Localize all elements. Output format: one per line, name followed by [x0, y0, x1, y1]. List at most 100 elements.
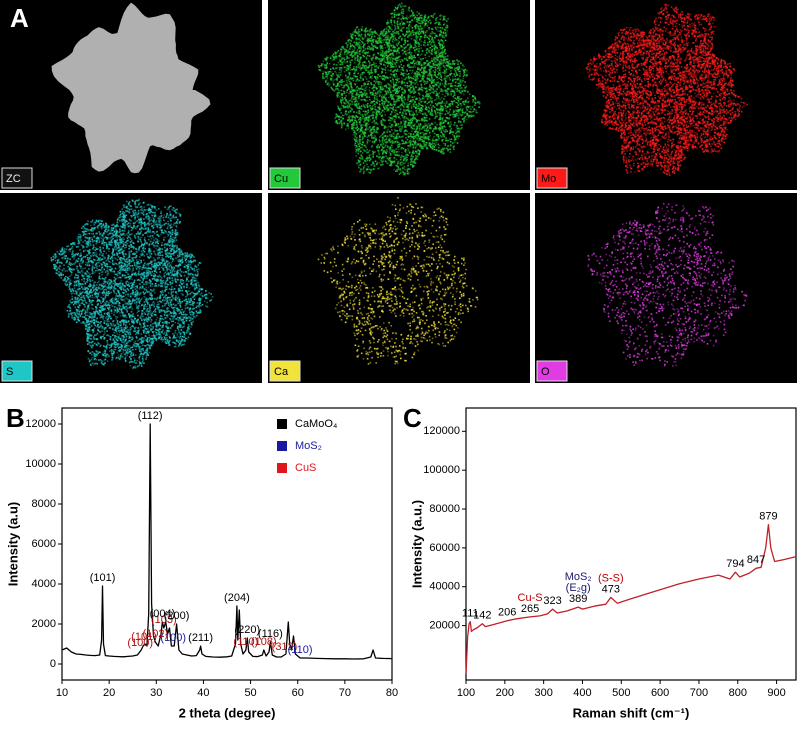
- map-speckle: [424, 136, 427, 138]
- map-speckle: [397, 148, 400, 151]
- map-speckle: [442, 34, 445, 37]
- map-speckle: [379, 120, 382, 123]
- map-speckle: [350, 96, 353, 99]
- map-speckle: [412, 147, 415, 149]
- map-speckle: [356, 38, 359, 40]
- map-speckle: [401, 49, 404, 52]
- map-tile: Cu: [268, 0, 530, 190]
- map-speckle: [381, 85, 384, 88]
- map-speckle: [405, 30, 408, 33]
- map-speckle: [404, 121, 407, 124]
- map-speckle: [382, 78, 384, 80]
- map-speckle: [387, 109, 389, 111]
- map-speckle: [410, 32, 412, 35]
- map-speckle: [408, 77, 411, 80]
- map-speckle: [343, 53, 346, 55]
- map-speckle: [458, 128, 461, 131]
- map-speckle: [404, 40, 406, 42]
- map-speckle: [397, 106, 400, 108]
- map-speckle: [373, 119, 375, 122]
- map-speckle: [701, 33, 703, 36]
- map-speckle: [395, 107, 397, 109]
- map-speckle: [415, 156, 418, 159]
- map-speckle: [434, 117, 436, 119]
- map-speckle: [454, 67, 456, 70]
- map-speckle: [384, 61, 387, 63]
- map-speckle: [664, 94, 667, 97]
- map-speckle: [440, 121, 443, 123]
- map-speckle: [407, 119, 410, 121]
- map-speckle: [461, 110, 464, 112]
- map-speckle: [671, 95, 674, 98]
- map-speckle: [349, 64, 352, 66]
- map-speckle: [473, 114, 475, 117]
- map-speckle: [383, 39, 385, 41]
- map-speckle: [445, 80, 447, 82]
- map-speckle: [371, 145, 373, 147]
- map-speckle: [361, 72, 364, 74]
- map-speckle: [355, 31, 358, 33]
- map-speckle: [438, 49, 441, 51]
- map-speckle: [690, 50, 693, 52]
- map-speckle: [398, 135, 400, 137]
- map-speckle: [431, 36, 433, 38]
- map-speckle: [409, 90, 412, 93]
- map-speckle: [386, 162, 388, 164]
- map-speckle: [408, 135, 410, 138]
- map-speckle: [373, 84, 375, 86]
- map-speckle: [369, 168, 371, 171]
- map-speckle: [447, 92, 449, 94]
- map-speckle: [381, 153, 384, 155]
- map-speckle: [421, 140, 424, 142]
- map-speckle: [360, 133, 362, 136]
- map-speckle: [387, 119, 390, 121]
- map-speckle: [396, 98, 398, 101]
- map-speckle: [336, 94, 339, 96]
- map-speckle: [360, 154, 362, 156]
- map-speckle: [385, 36, 388, 39]
- map-speckle: [340, 93, 343, 95]
- map-speckle: [393, 124, 395, 127]
- map-speckle: [395, 81, 398, 84]
- map-speckle: [371, 31, 374, 33]
- map-speckle: [386, 23, 388, 26]
- map-speckle: [411, 56, 414, 59]
- map-speckle: [374, 76, 376, 78]
- map-speckle: [358, 148, 360, 151]
- map-speckle: [389, 88, 391, 90]
- map-speckle: [455, 112, 458, 115]
- map-speckle: [440, 148, 442, 151]
- map-speckle: [362, 77, 364, 80]
- map-speckle: [416, 30, 419, 33]
- map-speckle: [392, 115, 395, 118]
- map-speckle: [670, 119, 672, 122]
- map-speckle: [360, 127, 363, 129]
- map-speckle: [420, 32, 422, 34]
- map-speckle: [411, 114, 413, 116]
- map-speckle: [420, 47, 422, 49]
- map-speckle: [459, 127, 462, 130]
- map-speckle: [451, 82, 453, 84]
- map-speckle: [434, 139, 436, 142]
- map-speckle: [357, 103, 360, 106]
- map-speckle: [436, 104, 439, 107]
- map-speckle: [375, 118, 378, 120]
- map-speckle: [420, 80, 422, 82]
- map-speckle: [413, 88, 415, 91]
- map-speckle: [322, 70, 325, 73]
- map-speckle: [365, 65, 367, 67]
- map-speckle: [439, 151, 442, 153]
- map-speckle: [390, 84, 392, 87]
- map-speckle: [350, 103, 352, 105]
- map-speckle: [440, 151, 443, 153]
- map-speckle: [365, 103, 367, 106]
- map-speckle: [410, 52, 413, 54]
- map-speckle: [379, 62, 382, 65]
- map-speckle: [358, 46, 361, 48]
- map-speckle: [419, 108, 421, 110]
- map-speckle: [384, 64, 386, 67]
- map-speckle: [348, 83, 351, 85]
- map-speckle: [354, 147, 357, 149]
- map-speckle: [436, 109, 439, 111]
- map-speckle: [391, 140, 394, 142]
